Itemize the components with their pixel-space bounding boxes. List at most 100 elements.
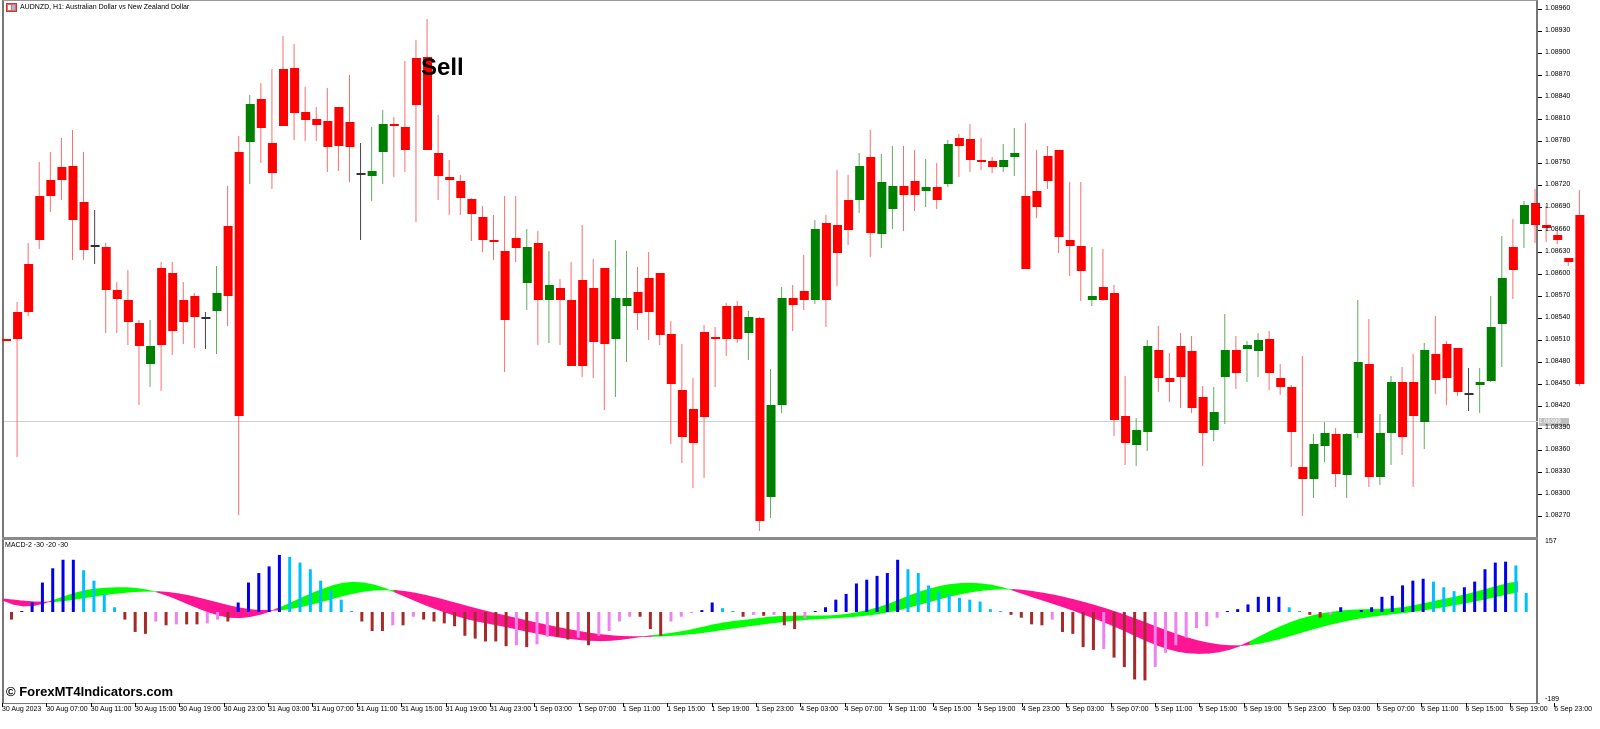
candle [478,206,488,252]
candle [1254,333,1264,377]
macd-histogram-bar [762,612,766,616]
macd-cloud-segment [1033,591,1045,601]
macd-cloud-segment [198,597,210,613]
macd-histogram-bar [1081,612,1085,648]
macd-histogram-bar [710,602,714,612]
macd-histogram-bar [1287,607,1291,612]
macd-cloud-segment [1197,640,1209,654]
candle [290,44,300,140]
time-tick [1465,703,1467,707]
price-label: 1.08900 [1545,49,1571,57]
candle [1519,201,1529,248]
time-tick [223,703,225,707]
macd-histogram-bar [1483,569,1487,612]
time-label: 1 Sep 23:00 [755,706,794,713]
macd-cloud-segment [971,582,983,593]
macd-histogram-bar [1246,604,1250,612]
price-tick [1538,97,1542,99]
candle [943,140,953,187]
indicator-scale-min: -189 [1545,696,1560,703]
time-tick [445,703,447,707]
macd-histogram-bar [1370,607,1374,612]
candle [2,339,11,341]
candle [788,285,798,331]
time-label: 5 Sep 03:00 [1066,706,1105,713]
price-tick [1538,163,1542,165]
macd-histogram-bar [1225,611,1229,612]
macd-histogram-bar [504,612,508,647]
candle [821,215,831,327]
macd-cloud-segment [1290,618,1302,636]
macd-histogram-bar [514,612,518,646]
time-label: 30 Aug 19:00 [179,706,221,713]
time-label: 4 Sep 11:00 [889,706,927,713]
time-tick [135,703,137,707]
candle [279,36,288,126]
time-tick [844,703,846,707]
candle [1453,348,1463,396]
macd-histogram-bar [133,612,137,632]
macd-histogram-bar [1205,612,1209,627]
macd-histogram-bar [566,612,570,640]
candle [766,369,776,518]
macd-cloud-segment [177,593,189,605]
price-label: 1.08330 [1545,468,1571,476]
macd-histogram-bar [1050,612,1054,620]
candle [644,252,654,340]
macd-histogram-bar [1421,578,1425,612]
macd-cloud-segment [105,587,117,595]
macd-histogram-bar [10,612,13,620]
time-tick [90,703,92,707]
candle [844,175,854,245]
macd-histogram-bar [916,573,920,612]
candle [1364,319,1374,487]
time-label: 6 Sep 15:00 [1465,706,1504,713]
candle [1475,368,1485,413]
candle [79,152,89,260]
macd-histogram-bar [1112,612,1116,658]
indicator-panel-divider[interactable] [2,537,1538,540]
candle [423,19,433,150]
time-tick [1509,703,1511,707]
candle [744,311,754,360]
macd-histogram-bar [720,608,724,612]
price-label: 1.08690 [1545,203,1571,211]
time-tick [268,703,270,707]
macd-cloud-segment [1280,621,1292,639]
macd-histogram-bar [1040,612,1044,626]
macd-histogram-bar [1009,612,1013,615]
macd-histogram-bar [267,566,271,612]
time-label: 1 Sep 15:00 [667,706,706,713]
macd-histogram-bar [236,602,240,612]
candle [600,268,610,410]
macd-cloud-segment [363,582,375,592]
time-tick [1554,703,1556,707]
price-tick [1538,361,1542,363]
macd-histogram-bar [380,612,384,631]
time-tick [2,703,3,707]
macd-histogram-bar [432,612,436,622]
candle [445,160,455,215]
macd-cloud-segment [703,624,715,633]
candle [500,196,510,372]
price-tick [1538,229,1542,231]
candle [24,243,34,316]
price-tick [1538,472,1542,474]
time-label: 31 Aug 03:00 [268,706,310,713]
macd-histogram-bar [1359,610,1363,612]
macd-cloud-segment [960,582,972,595]
macd-cloud-segment [981,583,993,591]
candle [367,127,377,201]
macd-cloud-segment [394,589,406,597]
candle [157,262,167,391]
candle [1420,343,1430,449]
macd-cloud-segment [1064,596,1075,612]
candle [90,210,100,264]
time-tick [1332,703,1334,707]
candle [1542,206,1552,242]
macd-histogram-bar [875,575,879,612]
time-label: 4 Sep 19:00 [977,706,1016,713]
macd-histogram-bar [473,612,477,639]
macd-cloud-segment [353,581,364,594]
